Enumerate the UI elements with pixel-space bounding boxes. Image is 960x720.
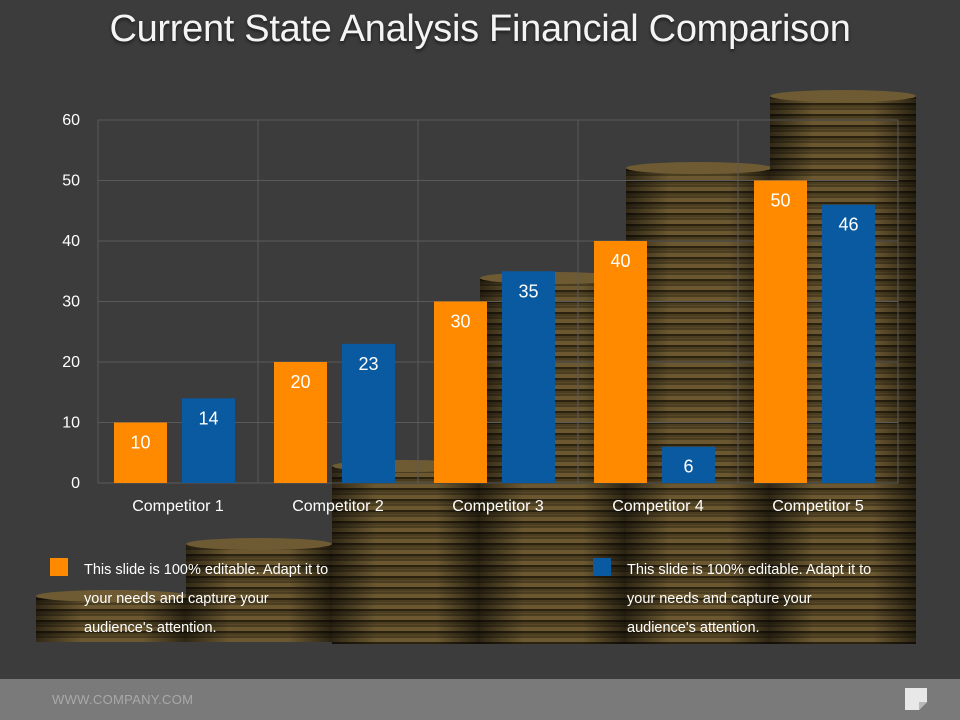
bar-series-1: [594, 241, 647, 483]
bar-series-2: [822, 204, 875, 483]
bar-series-1: [114, 422, 167, 483]
legend-swatch-blue: [593, 558, 611, 576]
coin-stack: [36, 590, 188, 642]
x-tick-label: Competitor 2: [292, 498, 384, 515]
bar-data-label: 20: [290, 372, 310, 392]
bar-data-label: 6: [683, 457, 693, 477]
bar-series-2: [342, 343, 395, 483]
bar-data-label: 14: [198, 408, 218, 428]
legend-text-line: your needs and capture your: [627, 591, 812, 607]
legend-text-line: This slide is 100% editable. Adapt it to: [84, 562, 329, 578]
coin-stack: [626, 162, 772, 644]
bar-series-1: [274, 362, 327, 483]
chart-bars: [114, 180, 875, 483]
coin-stack: [186, 538, 332, 642]
legend-text-line: audience's attention.: [84, 620, 217, 636]
bar-series-1: [754, 180, 807, 483]
legend-swatch-orange: [50, 558, 68, 576]
y-tick-label: 50: [62, 173, 80, 190]
legend-text-line: audience's attention.: [627, 620, 760, 636]
bar-data-label: 50: [770, 191, 790, 211]
bar-series-2: [502, 271, 555, 483]
x-tick-label: Competitor 4: [612, 498, 704, 515]
bar-data-label: 46: [838, 215, 858, 235]
bar-data-label: 23: [358, 354, 378, 374]
x-tick-label: Competitor 3: [452, 498, 544, 515]
y-tick-label: 20: [62, 354, 80, 371]
legend-text-line: your needs and capture your: [84, 591, 269, 607]
footer-website[interactable]: WWW.COMPANY.COM: [52, 692, 194, 707]
bar-data-label: 10: [130, 433, 150, 453]
y-tick-label: 40: [62, 233, 80, 250]
x-tick-label: Competitor 5: [772, 498, 864, 515]
x-tick-label: Competitor 1: [132, 498, 224, 515]
bar-data-label: 30: [450, 312, 470, 332]
chart-axes: 0 10 20 30 40 50 60 Competitor 1 Competitor 2 Com…: [62, 112, 864, 515]
y-tick-label: 30: [62, 294, 80, 311]
bar-series-2: [182, 398, 235, 483]
bar-data-label: 35: [518, 281, 538, 301]
legend-text-series-1: This slide is 100% editable. Adapt it to…: [84, 556, 364, 643]
slide-title: Current State Analysis Financial Compari…: [109, 8, 851, 50]
bar-series-2: [662, 446, 715, 483]
bar-series-1: [434, 301, 487, 483]
bar-data-label: 40: [610, 251, 630, 271]
legend-text-line: This slide is 100% editable. Adapt it to: [627, 562, 872, 578]
y-tick-label: 10: [62, 415, 80, 432]
y-tick-label: 60: [62, 112, 80, 129]
legend-text-series-2: This slide is 100% editable. Adapt it to…: [627, 556, 907, 643]
page-curl-icon: [905, 688, 927, 710]
footer-bar: WWW.COMPANY.COM: [0, 679, 960, 720]
chart-data-labels: 10 14 20 23 30 35 40 6 50 46: [130, 191, 858, 477]
y-tick-label: 0: [71, 475, 80, 492]
